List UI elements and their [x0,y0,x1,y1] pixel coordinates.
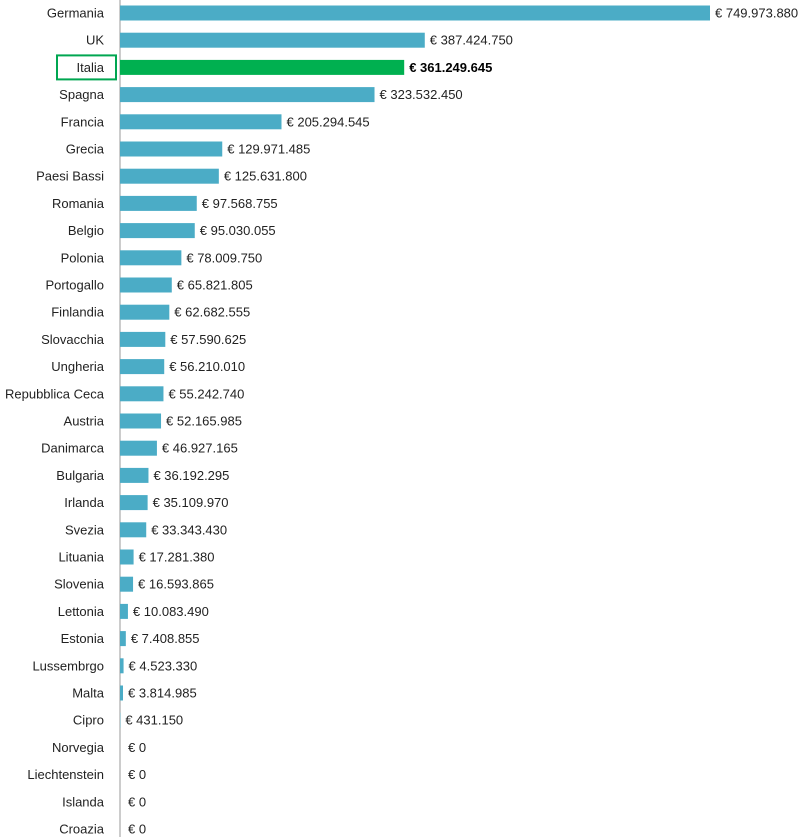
category-label: Slovacchia [41,332,105,347]
category-label: Slovenia [54,577,105,592]
value-label: € 97.568.755 [202,196,278,211]
bar [120,631,126,647]
category-label: Irlanda [64,495,105,510]
bar [120,195,197,211]
value-label: € 0 [128,740,146,755]
category-label: Lussembrgo [32,658,104,673]
bar [120,359,165,375]
bar [120,386,164,402]
bar [120,5,710,21]
category-label: Germania [47,6,105,21]
category-label: Croazia [59,822,105,837]
category-label: Islanda [62,794,105,809]
category-label: Ungheria [51,359,105,374]
bar [120,32,425,48]
category-label: Paesi Bassi [36,169,104,184]
bar [120,658,124,674]
value-label: € 55.242.740 [168,386,244,401]
bar [120,223,195,239]
value-label: € 205.294.545 [287,114,370,129]
bar [120,413,162,429]
bar [120,168,219,184]
value-label: € 387.424.750 [430,33,513,48]
bar [120,685,124,701]
value-label: € 10.083.490 [133,604,209,619]
bar [120,59,405,75]
bar [120,87,375,103]
value-label: € 65.821.805 [177,278,253,293]
category-label: Lituania [58,550,104,565]
category-label: UK [86,33,104,48]
category-label: Romania [52,196,105,211]
value-label: € 95.030.055 [200,223,276,238]
value-label: € 0 [128,822,146,837]
value-label: € 35.109.970 [153,495,229,510]
value-label: € 46.927.165 [162,441,238,456]
bar [120,440,157,456]
category-label: Finlandia [51,305,105,320]
value-label: € 17.281.380 [139,550,215,565]
category-label: Malta [72,686,105,701]
category-label: Austria [64,414,105,429]
category-label: Portogallo [45,278,104,293]
bar [120,467,149,483]
value-label: € 52.165.985 [166,414,242,429]
value-label: € 431.150 [125,713,183,728]
category-label: Italia [77,60,105,75]
category-label: Belgio [68,223,104,238]
category-label: Cipro [73,713,104,728]
value-label: € 36.192.295 [153,468,229,483]
category-label: Svezia [65,522,105,537]
value-label: € 129.971.485 [227,142,310,157]
value-label: € 57.590.625 [170,332,246,347]
value-label: € 323.532.450 [380,87,463,102]
category-label: Grecia [66,142,105,157]
bar [120,522,147,538]
bar [120,549,134,565]
highlight-box [56,54,117,81]
category-label: Liechtenstein [27,767,104,782]
bar [120,141,223,157]
bar [120,304,170,320]
category-label: Spagna [59,87,105,102]
category-label: Lettonia [58,604,105,619]
category-label: Norvegia [52,740,105,755]
category-label: Polonia [61,250,105,265]
value-label: € 3.814.985 [128,686,197,701]
value-label: € 0 [128,794,146,809]
bar [120,331,166,347]
bar [120,114,282,130]
category-label: Danimarca [41,441,105,456]
value-label: € 56.210.010 [169,359,245,374]
value-label: € 361.249.645 [409,60,492,75]
value-label: € 749.973.880 [715,6,798,21]
value-label: € 78.009.750 [186,250,262,265]
bar [120,576,134,592]
category-label: Bulgaria [56,468,104,483]
bar [120,250,182,266]
value-label: € 62.682.555 [174,305,250,320]
category-label: Repubblica Ceca [5,386,105,401]
value-label: € 125.631.800 [224,169,307,184]
category-label: Estonia [61,631,105,646]
bar [120,277,172,293]
value-label: € 4.523.330 [129,658,198,673]
bar [120,603,128,619]
value-label: € 16.593.865 [138,577,214,592]
value-label: € 0 [128,767,146,782]
value-label: € 33.343.430 [151,522,227,537]
bar [120,495,148,511]
value-label: € 7.408.855 [131,631,200,646]
category-label: Francia [61,114,105,129]
